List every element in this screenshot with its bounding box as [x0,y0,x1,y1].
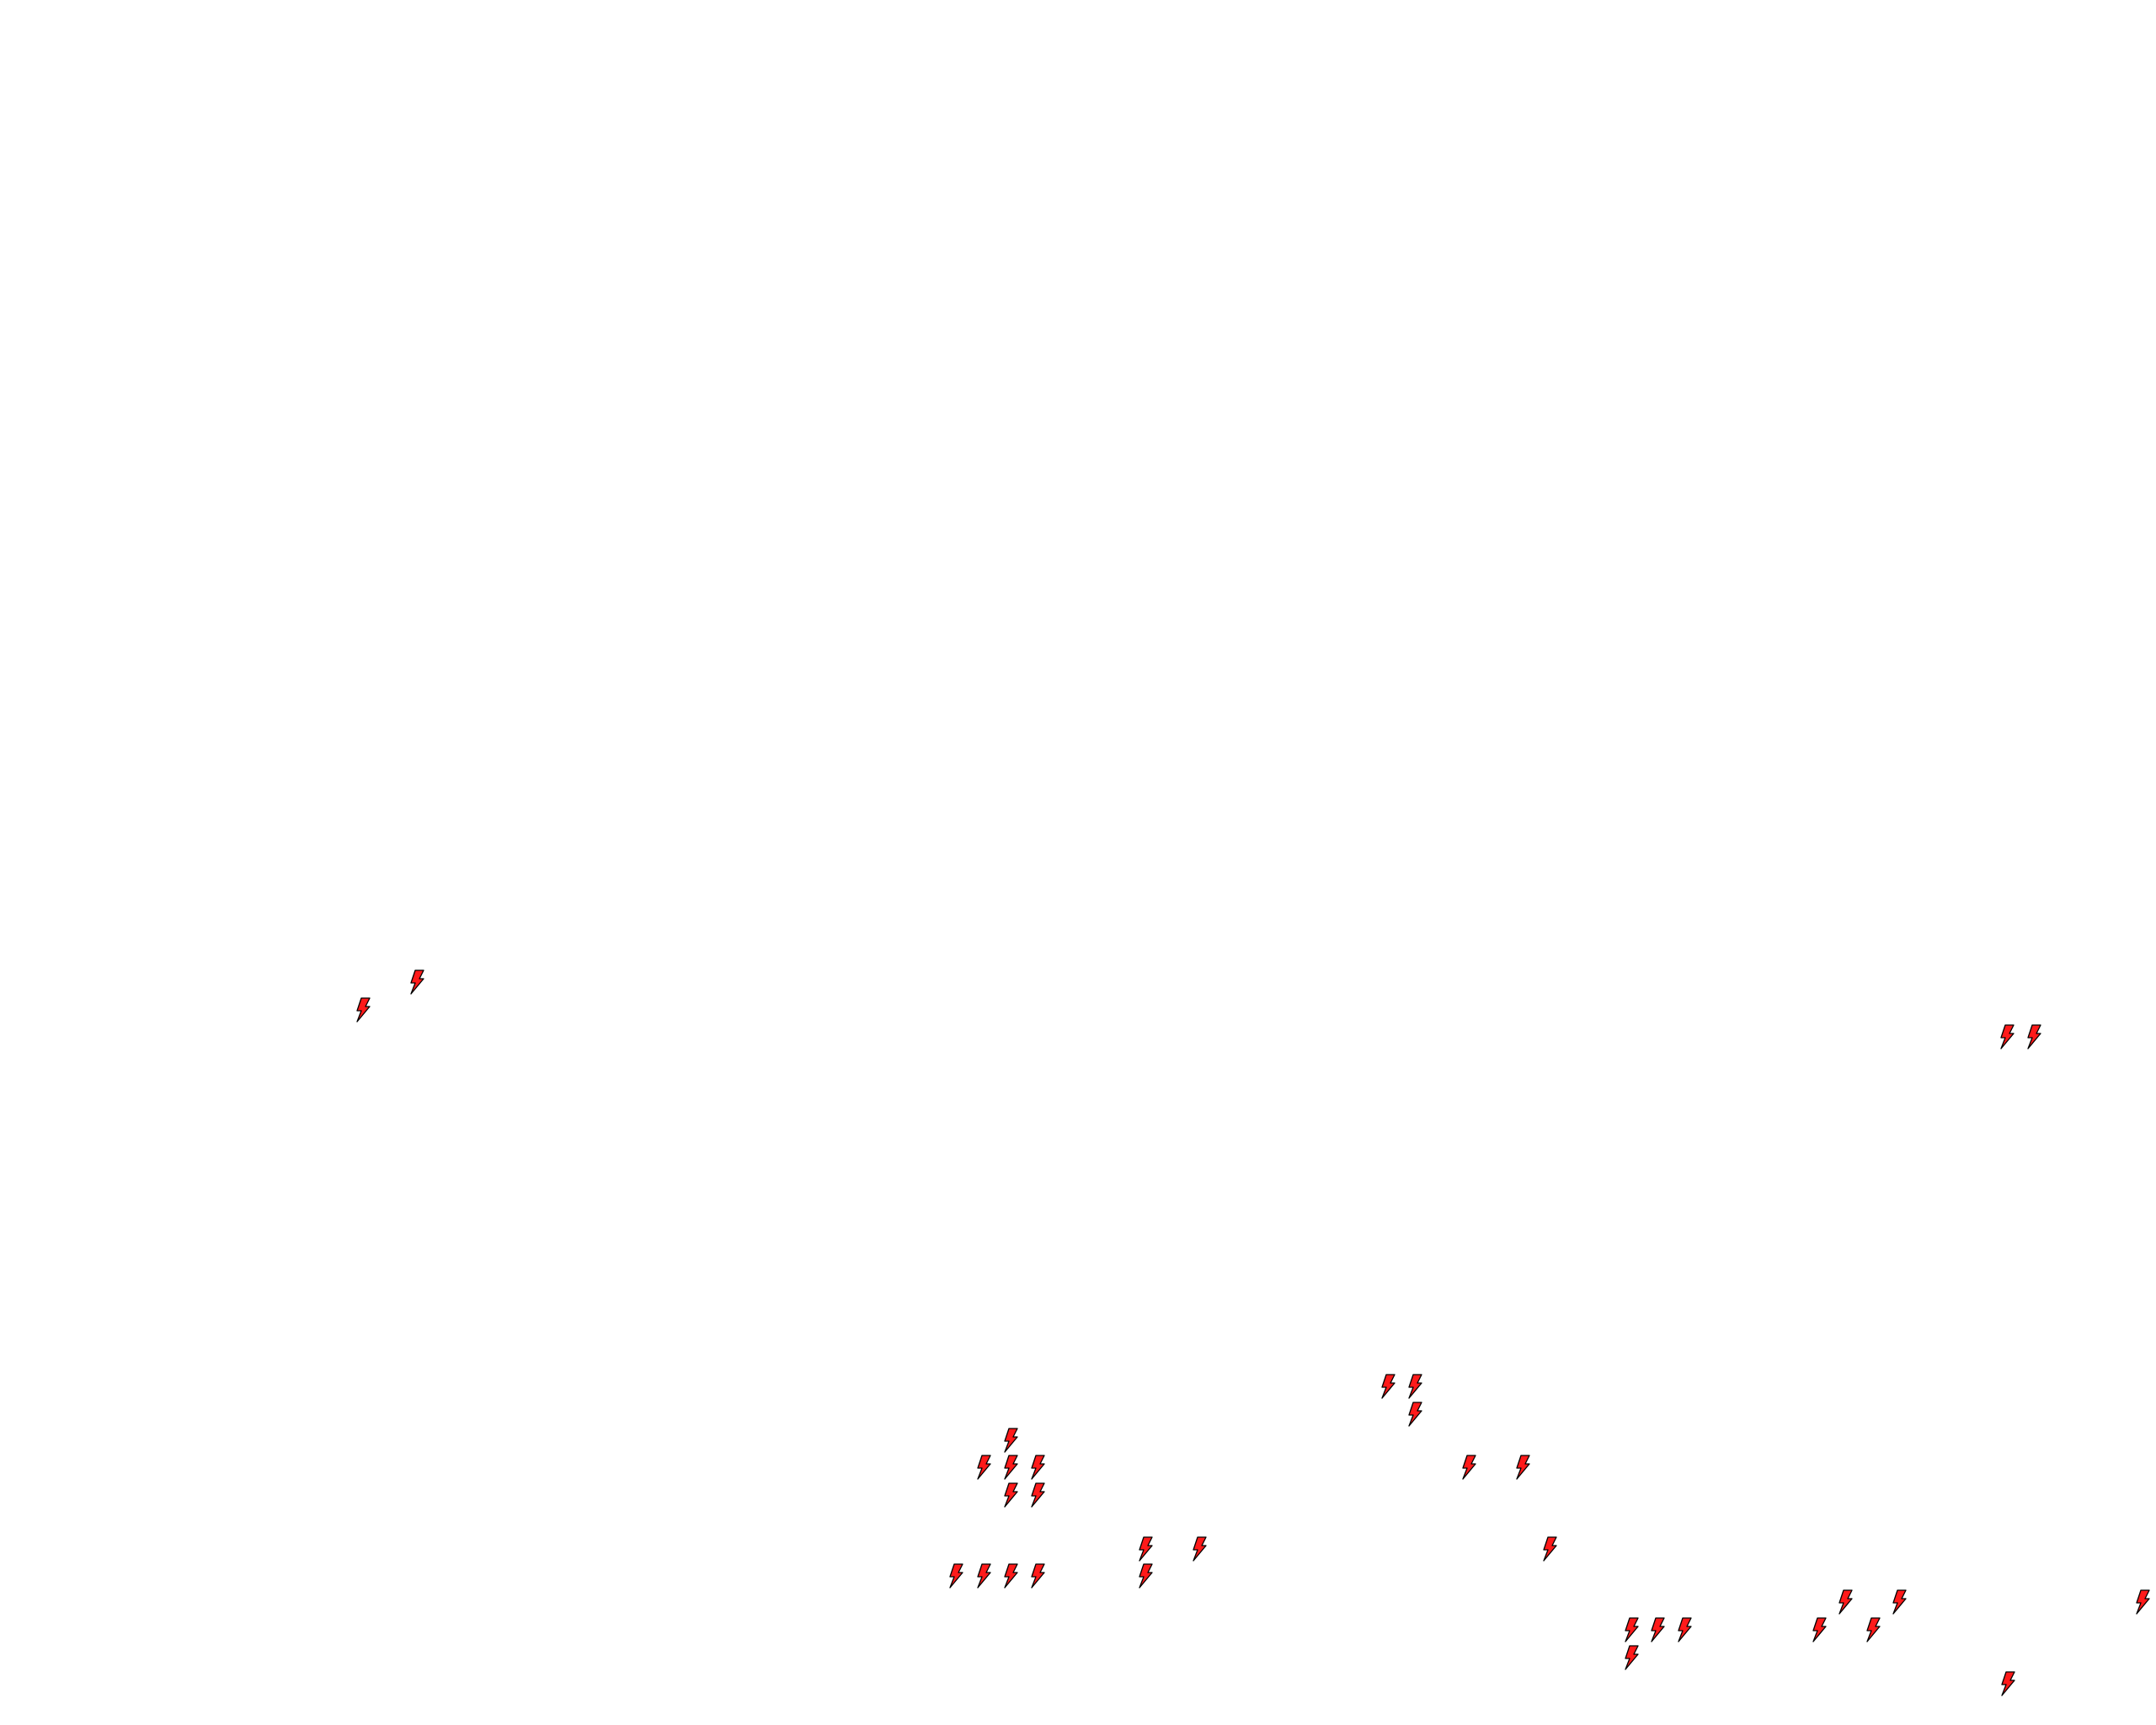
lightning-bolt-icon[interactable] [1002,1482,1019,1508]
lightning-bolt-icon[interactable] [1460,1455,1477,1480]
lightning-bolt-icon[interactable] [1649,1617,1666,1642]
lightning-bolt-icon[interactable] [1891,1589,1908,1615]
lightning-bolt-icon[interactable] [1676,1617,1693,1642]
lightning-bolt-icon[interactable] [1029,1563,1046,1589]
lightning-bolt-icon[interactable] [408,969,425,995]
lightning-bolt-icon[interactable] [1029,1455,1046,1480]
lightning-bolt-icon[interactable] [1999,1671,2016,1696]
lightning-bolt-icon[interactable] [1811,1617,1828,1642]
lightning-bolt-icon[interactable] [1380,1374,1396,1399]
lightning-bolt-icon[interactable] [1541,1536,1558,1562]
lightning-bolt-icon[interactable] [1406,1374,1423,1399]
lightning-bolt-icon[interactable] [1191,1536,1208,1562]
lightning-bolt-icon[interactable] [1029,1482,1046,1508]
lightning-bolt-icon[interactable] [1514,1455,1531,1480]
lightning-bolt-icon[interactable] [2134,1589,2151,1615]
lightning-bolt-icon[interactable] [975,1563,992,1589]
lightning-bolt-icon[interactable] [1623,1645,1640,1670]
lightning-bolt-icon[interactable] [1623,1617,1640,1642]
lightning-bolt-icon[interactable] [1002,1563,1019,1589]
lightning-bolt-icon[interactable] [1002,1455,1019,1480]
lightning-bolt-icon[interactable] [355,997,371,1023]
lightning-bolt-icon[interactable] [1865,1617,1881,1642]
lightning-bolt-icon[interactable] [1999,1024,2015,1049]
lightning-bolt-icon[interactable] [1002,1428,1019,1453]
lightning-bolt-icon[interactable] [1406,1402,1423,1427]
lightning-bolt-icon[interactable] [1137,1536,1154,1562]
lightning-bolt-icon[interactable] [1137,1563,1154,1589]
lightning-bolt-icon[interactable] [2025,1024,2042,1049]
lightning-bolt-icon[interactable] [947,1563,964,1589]
lightning-bolt-icon[interactable] [1837,1589,1854,1615]
lightning-bolt-icon[interactable] [975,1455,992,1480]
